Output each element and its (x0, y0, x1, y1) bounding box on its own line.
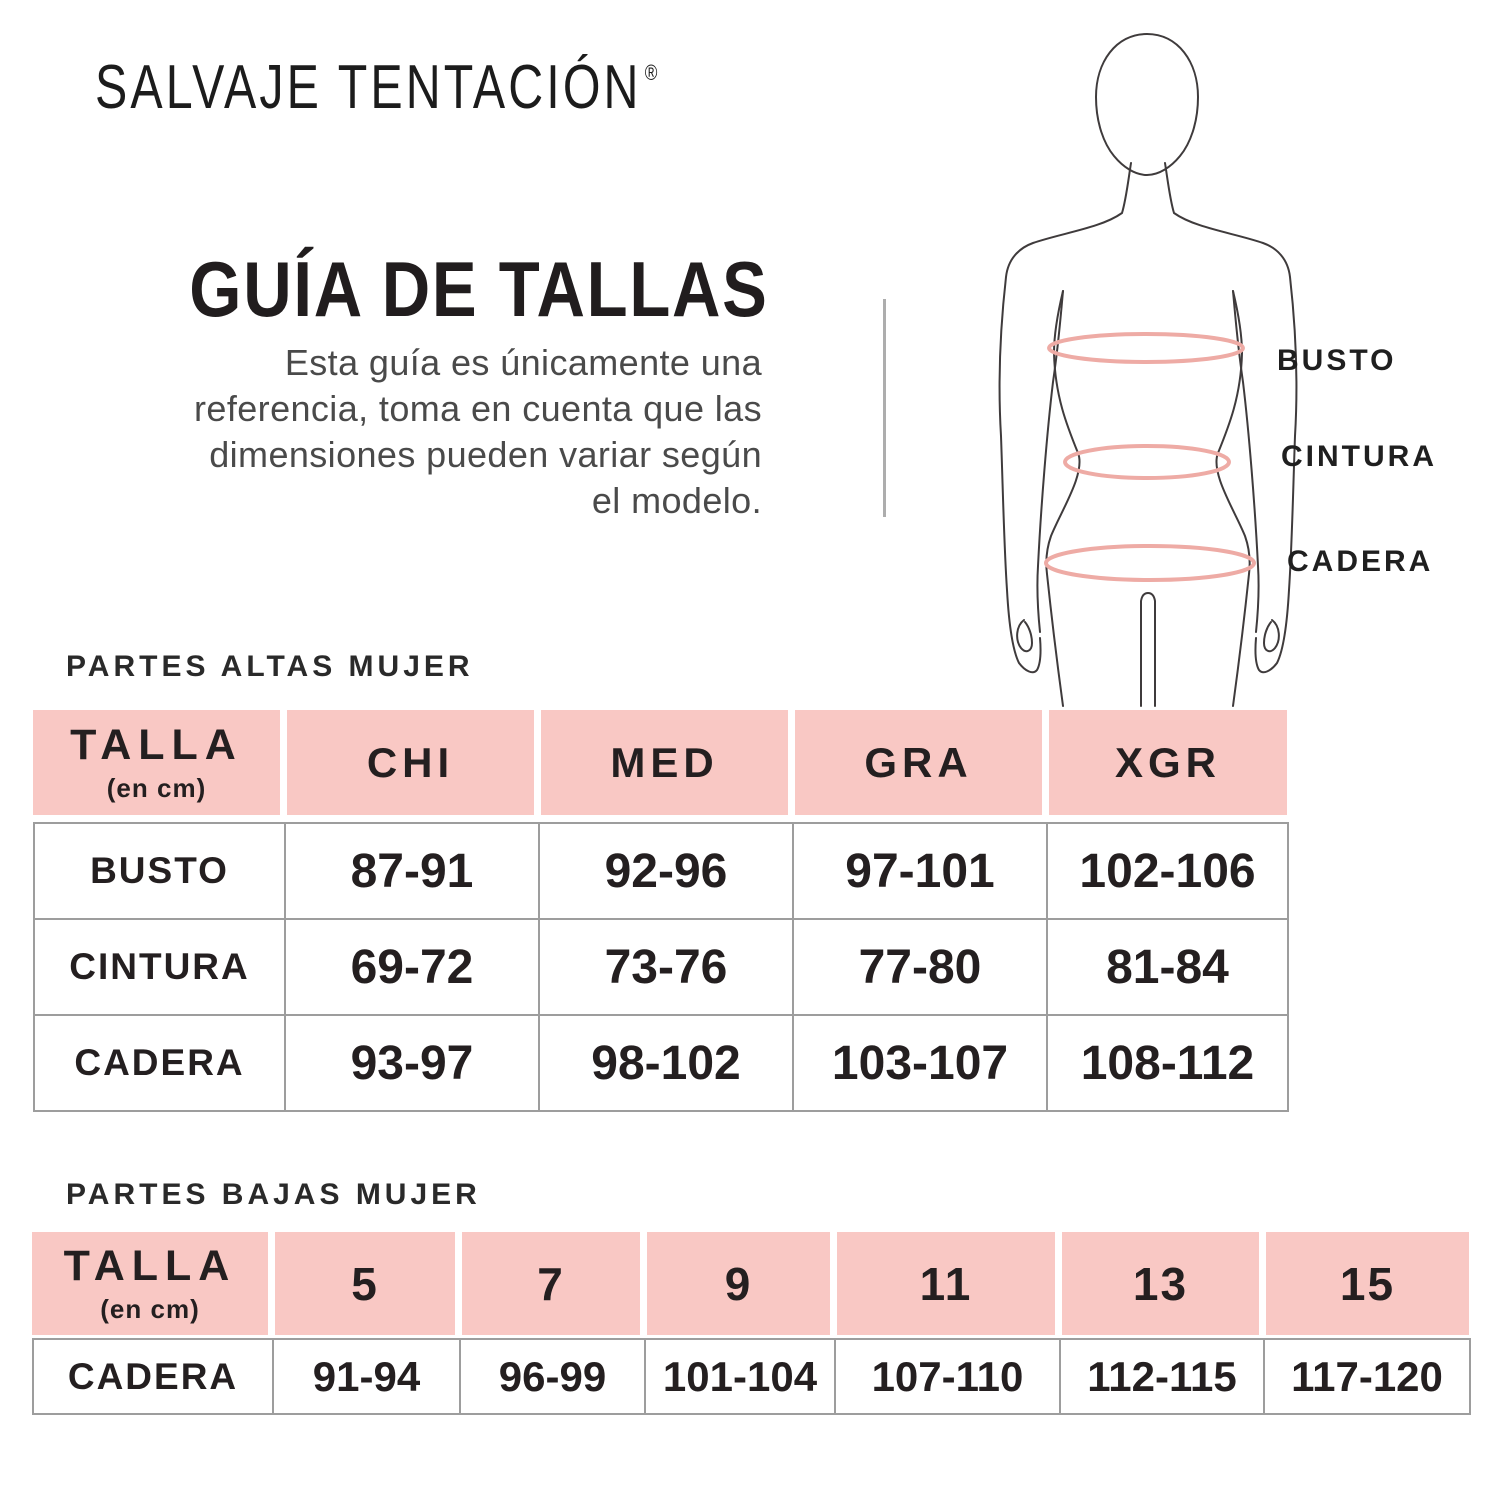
table-cell: 93-97 (284, 1014, 540, 1112)
left-hand-thumb (1016, 619, 1034, 653)
table-cell: 91-94 (272, 1338, 461, 1415)
table-cell: 96-99 (459, 1338, 646, 1415)
table-cell: 108-112 (1046, 1014, 1289, 1112)
table-row: CADERA 91-94 96-99 101-104 107-110 112-1… (32, 1338, 1471, 1415)
table-cell: 81-84 (1046, 918, 1289, 1016)
upper-size-table: BUSTO 87-91 92-96 97-101 102-106 CINTURA… (33, 822, 1289, 1112)
lower-header-col-11: 11 (837, 1232, 1055, 1335)
table-cell: 112-115 (1059, 1338, 1265, 1415)
table-cell: 117-120 (1263, 1338, 1471, 1415)
hip-measure-line (1044, 544, 1256, 582)
table-cell: 77-80 (792, 918, 1048, 1016)
row-label-cadera: CADERA (32, 1338, 274, 1415)
table-cell: 92-96 (538, 822, 794, 920)
lower-header-col-7: 7 (462, 1232, 640, 1335)
lower-header-col-15: 15 (1266, 1232, 1469, 1335)
table-cell: 103-107 (792, 1014, 1048, 1112)
left-arm-outline (998, 162, 1132, 674)
upper-header-col-chi: CHI (287, 710, 534, 815)
upper-table-header: TALLA (en cm) CHI MED GRA XGR (33, 710, 1287, 815)
table-cell: 101-104 (644, 1338, 836, 1415)
table-cell: 73-76 (538, 918, 794, 1016)
brand-logo: SALVAJE TENTACIÓN ® (95, 52, 661, 123)
intro-line: dimensiones pueden variar según (209, 434, 762, 475)
lower-table-header: TALLA (en cm) 5 7 9 11 13 15 (32, 1232, 1469, 1335)
page-title: GUÍA DE TALLAS (189, 245, 769, 333)
right-arm-outline (1164, 162, 1298, 674)
table-cell: 102-106 (1046, 822, 1289, 920)
table-row: CINTURA 69-72 73-76 77-80 81-84 (33, 918, 1289, 1016)
registered-mark: ® (644, 60, 661, 85)
intro-line: referencia, toma en cuenta que las (194, 388, 762, 429)
intro-text: Esta guía es únicamente una referencia, … (42, 340, 762, 524)
lower-header-col-9: 9 (647, 1232, 830, 1335)
table-cell: 97-101 (792, 822, 1048, 920)
upper-header-col-med: MED (541, 710, 788, 815)
size-unit: (en cm) (100, 1294, 200, 1324)
lower-size-table: CADERA 91-94 96-99 101-104 107-110 112-1… (32, 1338, 1471, 1415)
upper-header-col-gra: GRA (795, 710, 1042, 815)
intro-line: Esta guía es únicamente una (284, 342, 762, 383)
lower-table-title: PARTES BAJAS MUJER (66, 1178, 481, 1211)
busto-label: BUSTO (1277, 344, 1397, 377)
vertical-divider (883, 299, 886, 517)
bust-measure-line (1047, 332, 1245, 364)
legs-gap-outline (1140, 591, 1156, 707)
row-label-cadera: CADERA (33, 1014, 286, 1112)
lower-header-col-5: 5 (275, 1232, 455, 1335)
brand-name: SALVAJE TENTACIÓN (95, 53, 642, 122)
woman-body-outline-illustration (998, 32, 1298, 707)
size-unit: (en cm) (106, 773, 207, 803)
left-inner-arm-outline (1036, 290, 1064, 633)
intro-line: el modelo. (591, 480, 762, 521)
cintura-label: CINTURA (1281, 440, 1437, 473)
upper-table-title: PARTES ALTAS MUJER (66, 650, 474, 683)
size-label: TALLA (63, 1242, 237, 1290)
waist-measure-line (1063, 444, 1231, 480)
row-label-cintura: CINTURA (33, 918, 286, 1016)
row-label-busto: BUSTO (33, 822, 286, 920)
lower-header-col-13: 13 (1062, 1232, 1259, 1335)
table-row: CADERA 93-97 98-102 103-107 108-112 (33, 1014, 1289, 1112)
cadera-label: CADERA (1287, 545, 1434, 578)
upper-header-size-cell: TALLA (en cm) (33, 710, 280, 815)
upper-header-col-xgr: XGR (1049, 710, 1287, 815)
table-cell: 98-102 (538, 1014, 794, 1112)
table-cell: 87-91 (284, 822, 540, 920)
right-inner-arm-outline (1232, 290, 1260, 633)
right-torso-outline (1215, 290, 1251, 707)
table-row: BUSTO 87-91 92-96 97-101 102-106 (33, 822, 1289, 920)
table-cell: 107-110 (834, 1338, 1061, 1415)
right-hand-thumb (1262, 619, 1280, 653)
lower-header-size-cell: TALLA (en cm) (32, 1232, 268, 1335)
table-cell: 69-72 (284, 918, 540, 1016)
head-outline (1094, 32, 1200, 177)
size-label: TALLA (70, 721, 243, 769)
